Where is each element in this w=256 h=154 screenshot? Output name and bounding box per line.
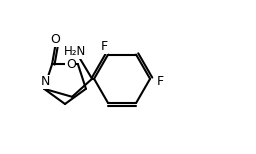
Text: O: O [50, 33, 60, 46]
Text: F: F [101, 40, 108, 53]
Text: F: F [156, 75, 164, 88]
Text: N: N [40, 75, 50, 88]
Text: O: O [66, 58, 76, 71]
Text: H₂N: H₂N [64, 45, 86, 58]
